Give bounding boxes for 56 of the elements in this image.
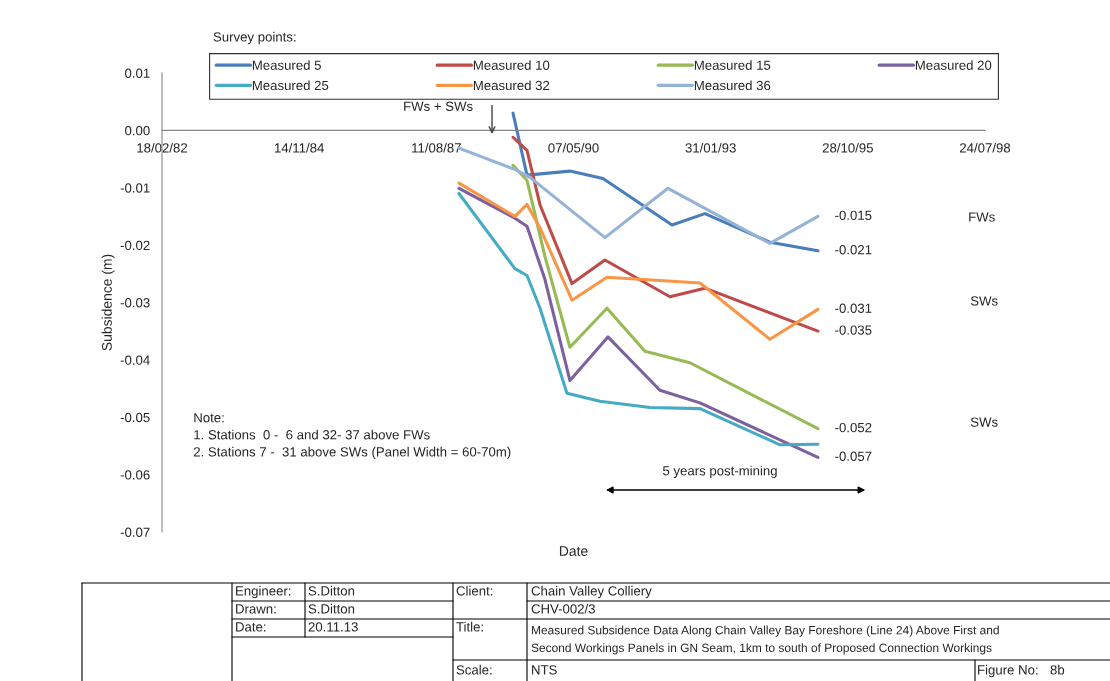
text: CHV-002/3 bbox=[531, 603, 595, 614]
x-tick-label: 31/01/93 bbox=[685, 142, 736, 153]
y-tick-label: -0.01 bbox=[120, 183, 150, 193]
data-label: -0.021 bbox=[835, 245, 872, 255]
y-tick-label: -0.04 bbox=[120, 355, 150, 365]
annotation: 5 years post-mining bbox=[662, 465, 777, 479]
annotation: Note: 1. Stations 0 - 6 and 32- 37 above FWs 2. Stations 7 - 31 above SWs (Panel Width = 60-70m) bbox=[193, 413, 511, 460]
text: S.Ditton bbox=[308, 603, 355, 614]
annotation: SWs bbox=[970, 296, 998, 306]
legend-label: Measured 10 bbox=[473, 60, 550, 70]
annotation: FWs bbox=[969, 212, 995, 222]
data-label: -0.057 bbox=[835, 451, 872, 461]
text: Engineer: bbox=[236, 585, 291, 599]
line-series bbox=[511, 135, 820, 333]
legend-label: Measured 5 bbox=[252, 60, 321, 70]
text: Measured Subsidence Data Along Chain Valley Bay Foreshore (Line 24) Above First and Second Workings Panels in GN Seam, 1km to south of Proposed Connection Workings bbox=[531, 625, 999, 655]
legend-label: Measured 32 bbox=[473, 80, 550, 91]
y-tick-label: -0.03 bbox=[120, 298, 150, 308]
text: Scale: bbox=[456, 664, 492, 675]
text: 20.11.13 bbox=[308, 622, 358, 632]
legend-label: Measured 36 bbox=[694, 80, 771, 91]
text: Date: bbox=[236, 622, 266, 632]
y-tick-label: -0.02 bbox=[120, 240, 150, 251]
line-series bbox=[457, 181, 820, 341]
legend-label: Measured 25 bbox=[252, 80, 329, 91]
x-tick-label: 14/11/84 bbox=[274, 142, 324, 153]
legend-title: Survey points: bbox=[213, 31, 296, 45]
y-axis-title: Subsidence (m) bbox=[101, 254, 115, 351]
y-tick-label: -0.07 bbox=[120, 527, 150, 537]
x-axis-title: Date bbox=[559, 546, 588, 556]
x-tick-label: 18/02/82 bbox=[137, 142, 188, 153]
legend-label: Measured 20 bbox=[915, 60, 992, 70]
data-label: -0.015 bbox=[835, 210, 872, 220]
text: S.Ditton bbox=[308, 585, 355, 596]
text: Chain Valley Colliery bbox=[531, 585, 652, 599]
text: Client: bbox=[456, 585, 493, 596]
text: 8b bbox=[1050, 664, 1065, 675]
x-tick-label: 28/10/95 bbox=[822, 142, 873, 153]
line-series bbox=[511, 163, 820, 431]
text: Title: bbox=[456, 621, 483, 632]
text: NTS bbox=[532, 665, 557, 675]
x-tick-label: 07/05/90 bbox=[548, 142, 599, 153]
annotation: SWs bbox=[970, 417, 998, 427]
y-tick-label: -0.05 bbox=[120, 412, 150, 423]
y-tick-label: 0.01 bbox=[125, 68, 150, 78]
text: Figure No: bbox=[978, 664, 1038, 678]
x-tick-label: 11/08/87 bbox=[412, 142, 461, 153]
data-label: -0.052 bbox=[835, 422, 872, 433]
data-label: -0.031 bbox=[835, 303, 872, 313]
y-tick-label: -0.06 bbox=[120, 470, 150, 480]
annotation: FWs + SWs bbox=[404, 101, 473, 111]
data-label: -0.035 bbox=[835, 325, 872, 335]
legend-label: Measured 15 bbox=[694, 60, 771, 70]
y-tick-label: 0.00 bbox=[125, 125, 150, 136]
text: Drawn: bbox=[236, 604, 276, 614]
x-tick-label: 24/07/98 bbox=[959, 142, 1011, 153]
